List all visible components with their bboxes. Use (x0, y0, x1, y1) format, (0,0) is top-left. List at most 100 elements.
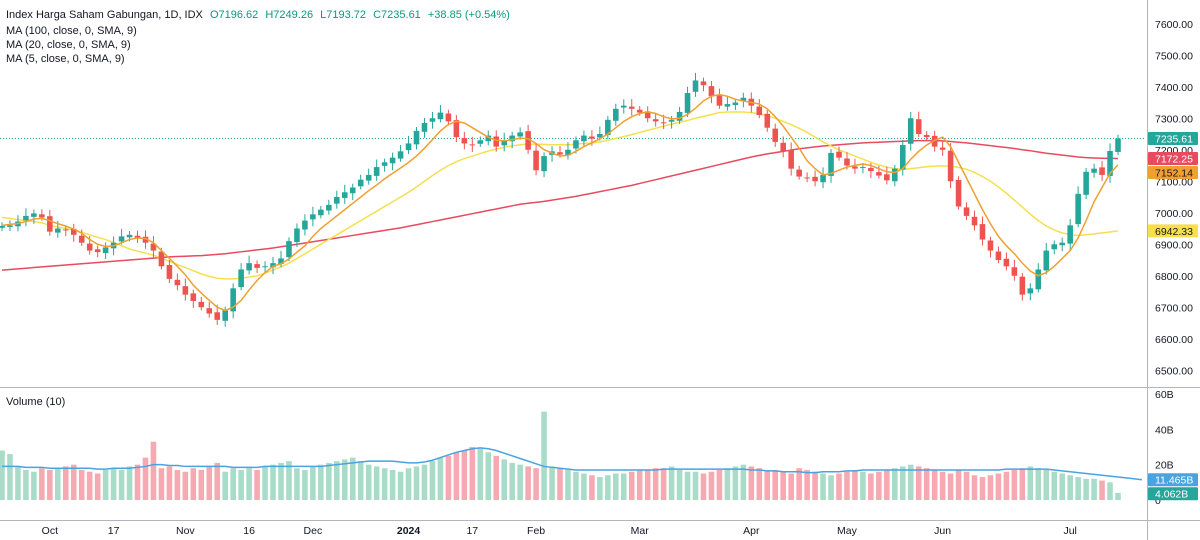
ma20-legend[interactable]: MA (20, close, 0, SMA, 9) (6, 39, 131, 51)
candle-body (62, 229, 69, 231)
price-tick-label: 7300.00 (1155, 113, 1193, 125)
candle-body (844, 158, 850, 166)
volume-bar (732, 466, 739, 500)
volume-bar (589, 475, 595, 500)
volume-bar (955, 469, 962, 500)
candle-body (636, 109, 643, 113)
volume-bar (118, 469, 125, 500)
ma20-line (1, 111, 1119, 280)
candle-body (517, 132, 523, 137)
volume-bar (389, 469, 396, 500)
volume-bar (1003, 471, 1010, 500)
time-tick-label: Oct (42, 525, 58, 537)
volume-bar (55, 468, 61, 500)
volume-bar (23, 469, 29, 500)
volume-bar (501, 459, 507, 500)
candle-body (294, 228, 300, 243)
price-tick-label: 6600.00 (1155, 334, 1193, 346)
candle-body (509, 135, 515, 142)
candle-body (262, 266, 268, 268)
candle-body (413, 130, 420, 145)
volume-bar (517, 464, 523, 500)
volume-bar (748, 466, 755, 500)
candle-body (700, 81, 707, 86)
candle-body (31, 213, 37, 217)
volume-bar (788, 473, 794, 500)
candle-body (78, 235, 85, 243)
candle-body (477, 140, 484, 144)
volume-bar (318, 464, 324, 500)
volume-tick-label: 60B (1155, 389, 1174, 401)
candle-body (772, 128, 779, 142)
candle-body (541, 156, 547, 172)
candle-body (405, 143, 412, 151)
volume-bar (597, 477, 603, 500)
candle-body (39, 214, 45, 218)
candle-body (198, 301, 205, 308)
volume-bar (214, 462, 221, 500)
volume-bar (876, 471, 882, 500)
volume-bar (134, 464, 141, 500)
volume-bar (110, 468, 117, 500)
price-value-tag-bg (1148, 151, 1198, 165)
candle-body (238, 269, 244, 288)
ma5-legend[interactable]: MA (5, close, 0, SMA, 9) (6, 53, 125, 65)
candle-body (740, 97, 747, 102)
volume-bar (0, 450, 5, 500)
volume-bar (892, 468, 898, 500)
volume-bar (852, 469, 858, 500)
candle-body (461, 138, 468, 144)
candle-body (597, 134, 603, 138)
volume-bar (47, 469, 53, 500)
candle-body (533, 150, 539, 171)
candle-body (445, 113, 452, 122)
candle-body (605, 119, 611, 135)
high-value: H7249.26 (265, 9, 314, 21)
volume-bar (541, 411, 547, 500)
candle-body (708, 86, 715, 97)
volume-bar (365, 464, 372, 500)
volume-bar (469, 447, 476, 500)
candle-body (501, 140, 507, 146)
volume-bar (668, 466, 675, 500)
price-value-tag: 7172.25 (1155, 153, 1193, 165)
candle-body (1107, 151, 1113, 176)
volume-bar (126, 466, 133, 500)
candle-body (573, 140, 579, 149)
candle-body (1003, 258, 1010, 267)
candle-body (1115, 138, 1121, 152)
volume-bar (166, 466, 173, 500)
candle-body (381, 162, 388, 166)
candle-body (939, 147, 946, 150)
volume-bar (1115, 492, 1121, 500)
price-tick-label: 6900.00 (1155, 239, 1193, 251)
volume-bar (174, 469, 181, 500)
ma100-legend[interactable]: MA (100, close, 0, SMA, 9) (6, 25, 137, 37)
volume-legend[interactable]: Volume (10) (6, 396, 66, 408)
main-series-legend: Index Harga Saham Gabungan, 1D, IDX O719… (6, 9, 514, 21)
time-tick-label: 16 (243, 525, 255, 537)
volume-bar (700, 473, 707, 500)
price-tick-label: 7500.00 (1155, 50, 1193, 62)
volume-value-tag: 4.062B (1155, 489, 1188, 501)
candle-body (341, 192, 348, 198)
volume-bar (15, 466, 21, 500)
candle-body (915, 119, 922, 134)
volume-bar (1035, 468, 1042, 500)
volume-bar (70, 464, 77, 500)
candle-body (668, 119, 675, 122)
volume-bar (381, 468, 388, 500)
candle-body (397, 151, 404, 159)
candle-body (732, 102, 739, 106)
volume-bar (1107, 482, 1113, 500)
volume-bar (931, 469, 938, 500)
volume-bar (565, 469, 571, 500)
volume-bar (182, 471, 189, 500)
candle-body (55, 228, 61, 233)
candle-body (278, 258, 284, 265)
candle-body (214, 312, 221, 320)
candle-body (206, 308, 213, 314)
volume-bar (676, 469, 683, 500)
volume-bar (963, 471, 970, 500)
